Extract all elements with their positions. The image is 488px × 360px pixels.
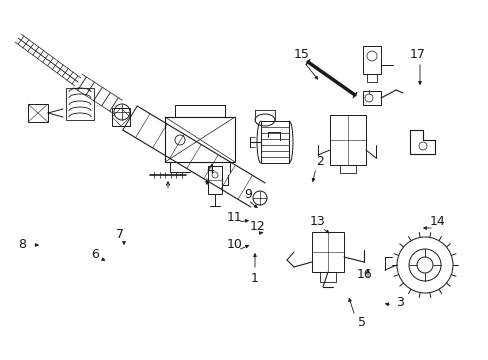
- Text: 2: 2: [315, 156, 323, 168]
- Text: 7: 7: [116, 229, 124, 242]
- Bar: [362, 46, 380, 74]
- Text: 8: 8: [18, 238, 26, 251]
- Text: 11: 11: [226, 211, 243, 225]
- Bar: [112, 108, 130, 126]
- Bar: [164, 117, 235, 162]
- Text: 15: 15: [293, 49, 309, 62]
- Bar: [339, 165, 355, 173]
- Text: 4: 4: [205, 163, 214, 176]
- Text: 16: 16: [356, 269, 372, 282]
- Text: 9: 9: [244, 189, 251, 202]
- Bar: [207, 166, 222, 194]
- Text: 14: 14: [429, 216, 445, 229]
- Bar: [319, 272, 335, 282]
- Text: 13: 13: [309, 216, 325, 229]
- Bar: [261, 121, 288, 163]
- Bar: [28, 104, 48, 122]
- Text: 6: 6: [91, 248, 99, 261]
- Bar: [366, 74, 376, 82]
- Text: 1: 1: [250, 271, 259, 284]
- Bar: [311, 232, 343, 272]
- Text: 5: 5: [357, 315, 365, 328]
- Bar: [362, 91, 380, 105]
- Text: 12: 12: [250, 220, 265, 234]
- Text: 3: 3: [395, 296, 403, 309]
- Text: 17: 17: [409, 49, 425, 62]
- Text: 10: 10: [226, 238, 243, 252]
- Bar: [66, 88, 94, 120]
- Bar: [329, 115, 365, 165]
